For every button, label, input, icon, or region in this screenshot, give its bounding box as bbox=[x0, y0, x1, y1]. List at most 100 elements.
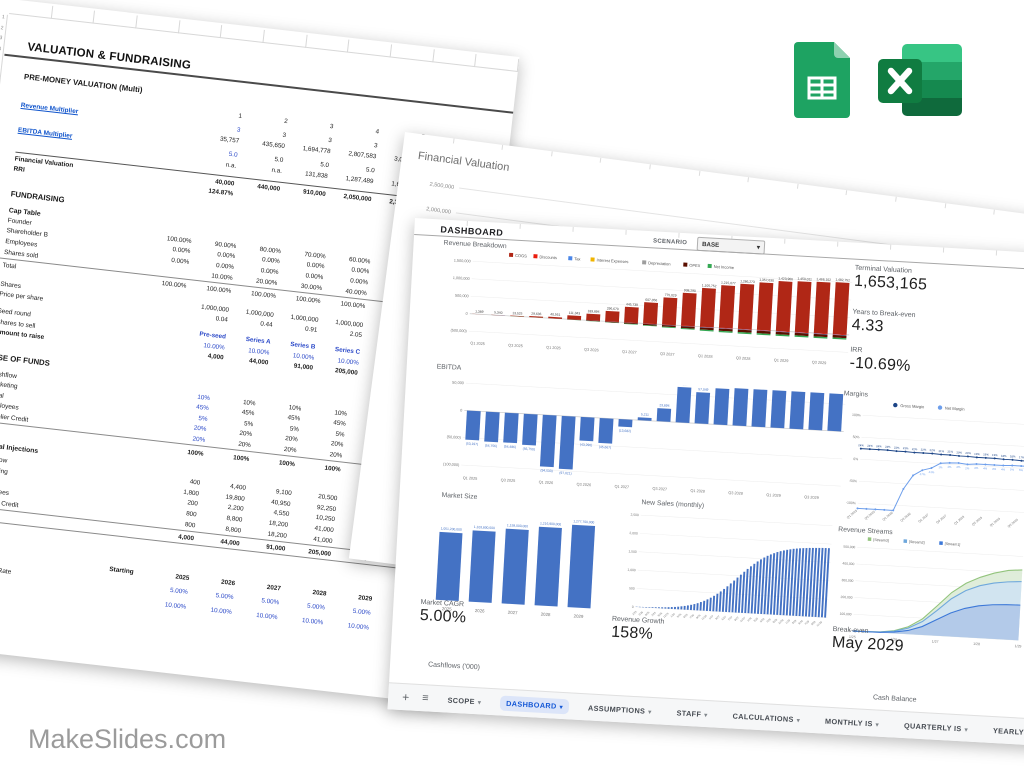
svg-text:22%: 22% bbox=[930, 448, 936, 452]
svg-text:1,500: 1,500 bbox=[628, 549, 637, 553]
svg-text:Q3 2026: Q3 2026 bbox=[576, 482, 591, 487]
microsoft-excel-icon bbox=[878, 44, 962, 116]
sheet-tab-assumptions[interactable]: ASSUMPTIONS ▾ bbox=[587, 702, 652, 716]
svg-text:(54,756): (54,756) bbox=[485, 444, 497, 449]
sheet-tab-monthly-is[interactable]: MONTHLY IS ▾ bbox=[824, 716, 880, 729]
svg-text:4%: 4% bbox=[956, 465, 961, 469]
svg-text:0: 0 bbox=[632, 605, 634, 609]
svg-text:Q3 2028: Q3 2028 bbox=[728, 491, 743, 496]
svg-text:21%: 21% bbox=[938, 449, 944, 453]
chevron-down-icon: ▾ bbox=[477, 699, 482, 706]
add-sheet-button[interactable]: + bbox=[401, 690, 410, 705]
market-size-panel: Market Size 1,051,200,000 2025 1,103,800,0… bbox=[422, 491, 612, 642]
svg-text:2%: 2% bbox=[965, 466, 970, 470]
svg-text:9/28: 9/28 bbox=[772, 617, 779, 624]
svg-text:Q3 2027: Q3 2027 bbox=[935, 514, 947, 525]
svg-text:Q1 2029: Q1 2029 bbox=[774, 358, 789, 363]
sheet-tab-quarterly-is[interactable]: QUARTERLY IS ▾ bbox=[903, 720, 969, 734]
sheet-tab-staff[interactable]: STAFF ▾ bbox=[676, 707, 708, 719]
svg-text:Q1 2025: Q1 2025 bbox=[463, 476, 478, 481]
svg-text:5,340: 5,340 bbox=[494, 310, 503, 314]
sheet-tab-yearly-is[interactable]: YEARLY IS▾ bbox=[992, 725, 1024, 737]
svg-text:Q1 2025: Q1 2025 bbox=[470, 341, 485, 346]
new-sales-panel: New Sales (monthly) 2,500 2,000 1,500 1,000… bbox=[607, 498, 843, 659]
svg-text:1,051,200,000: 1,051,200,000 bbox=[441, 526, 462, 531]
svg-text:11/29: 11/29 bbox=[815, 620, 823, 628]
svg-text:3%: 3% bbox=[947, 465, 952, 469]
svg-text:1,423,966: 1,423,966 bbox=[778, 277, 793, 282]
svg-text:189,894: 189,894 bbox=[587, 309, 599, 314]
svg-text:Q1 2026: Q1 2026 bbox=[539, 480, 554, 485]
svg-text:Q1 2026: Q1 2026 bbox=[882, 511, 894, 522]
svg-text:1,450,011: 1,450,011 bbox=[797, 277, 812, 282]
svg-text:(13,682): (13,682) bbox=[619, 429, 631, 434]
svg-text:1,103,800,000: 1,103,800,000 bbox=[474, 525, 495, 530]
svg-text:18%: 18% bbox=[1010, 454, 1016, 458]
sheet-tab-scope[interactable]: SCOPE ▾ bbox=[447, 695, 482, 706]
svg-text:607,356: 607,356 bbox=[645, 298, 657, 303]
svg-text:1,286,273: 1,286,273 bbox=[740, 279, 755, 284]
svg-text:200,000: 200,000 bbox=[840, 595, 852, 600]
svg-text:Q3 2025: Q3 2025 bbox=[864, 510, 876, 521]
svg-text:2029: 2029 bbox=[574, 613, 585, 619]
svg-text:1,500,000: 1,500,000 bbox=[454, 259, 471, 264]
svg-text:1/25: 1/25 bbox=[631, 609, 638, 616]
svg-text:1/25: 1/25 bbox=[849, 635, 856, 639]
svg-text:1,159,000,000: 1,159,000,000 bbox=[507, 523, 528, 528]
sheet-tab-calculations[interactable]: CALCULATIONS ▾ bbox=[732, 711, 801, 724]
svg-text:2026: 2026 bbox=[475, 608, 486, 614]
svg-text:Q1 2029: Q1 2029 bbox=[766, 493, 781, 498]
svg-text:Q1 2028: Q1 2028 bbox=[953, 515, 965, 526]
svg-text:3/25: 3/25 bbox=[637, 610, 644, 617]
svg-text:22%: 22% bbox=[921, 448, 927, 452]
chevron-down-icon: ▾ bbox=[704, 712, 708, 719]
svg-text:19%: 19% bbox=[974, 452, 980, 456]
svg-text:5/25: 5/25 bbox=[644, 610, 651, 617]
svg-text:(97,021): (97,021) bbox=[559, 471, 571, 476]
svg-text:7/25: 7/25 bbox=[650, 610, 657, 617]
svg-text:24%: 24% bbox=[867, 444, 873, 448]
scenario-label: SCENARIO bbox=[652, 238, 688, 247]
svg-text:24%: 24% bbox=[858, 443, 864, 447]
svg-text:Discounts: Discounts bbox=[539, 254, 557, 260]
svg-text:24%: 24% bbox=[885, 445, 891, 449]
svg-text:Q1 2028: Q1 2028 bbox=[698, 354, 713, 359]
kpi-years-to-breakeven: Years to Break-even 4.33 bbox=[851, 308, 916, 336]
revenue-breakdown-chart: COGS Discounts Tax Interest Expenses Depreci… bbox=[437, 248, 857, 382]
svg-text:(100,000): (100,000) bbox=[443, 462, 460, 467]
svg-text:5/26: 5/26 bbox=[682, 612, 689, 619]
svg-text:3/26: 3/26 bbox=[676, 612, 683, 619]
cashflows-chart-title: Cashflows ('000) bbox=[427, 661, 481, 672]
revenue-breakdown-panel: Revenue Breakdown COGS Discounts Tax Intere… bbox=[437, 240, 857, 382]
watermark: MakeSlides.com bbox=[28, 724, 227, 754]
all-sheets-menu-icon[interactable]: ≡ bbox=[421, 692, 429, 705]
svg-text:500: 500 bbox=[629, 586, 635, 590]
svg-text:11/27: 11/27 bbox=[739, 615, 747, 623]
kpi-irr: IRR -10.69% bbox=[849, 346, 911, 375]
svg-text:OPEX: OPEX bbox=[689, 263, 701, 269]
svg-text:(43,296): (43,296) bbox=[580, 443, 592, 448]
chevron-down-icon: ▾ bbox=[964, 726, 969, 734]
svg-text:Q1 2025: Q1 2025 bbox=[846, 509, 858, 520]
svg-text:Net Income: Net Income bbox=[714, 264, 735, 270]
revenue-streams-panel: Revenue Streams [Stream3] [Stream2] [Strea… bbox=[821, 526, 1024, 662]
market-size-chart: 1,051,200,000 2025 1,103,800,000 2026 1,159,… bbox=[422, 499, 611, 642]
svg-text:Depreciation: Depreciation bbox=[648, 260, 671, 266]
svg-text:22%: 22% bbox=[912, 447, 918, 451]
svg-text:Q1 2028: Q1 2028 bbox=[690, 489, 705, 494]
sheet-tab-dashboard[interactable]: DASHBOARD ▾ bbox=[499, 695, 570, 714]
google-sheets-icon bbox=[794, 42, 850, 118]
svg-text:1/29: 1/29 bbox=[784, 618, 791, 625]
svg-text:Q1 2027: Q1 2027 bbox=[917, 513, 929, 524]
svg-text:(54,486): (54,486) bbox=[504, 444, 516, 449]
svg-text:11/26: 11/26 bbox=[700, 613, 708, 621]
svg-text:21%: 21% bbox=[947, 449, 953, 453]
svg-text:938,290: 938,290 bbox=[684, 288, 696, 293]
svg-text:Tax: Tax bbox=[574, 256, 581, 261]
svg-text:Q3 2027: Q3 2027 bbox=[652, 487, 667, 492]
svg-text:Q3 2026: Q3 2026 bbox=[900, 512, 912, 523]
svg-text:-11%: -11% bbox=[928, 470, 935, 474]
svg-text:2025: 2025 bbox=[442, 606, 453, 612]
svg-text:(56,750): (56,750) bbox=[523, 447, 535, 452]
svg-text:445,739: 445,739 bbox=[626, 302, 638, 307]
